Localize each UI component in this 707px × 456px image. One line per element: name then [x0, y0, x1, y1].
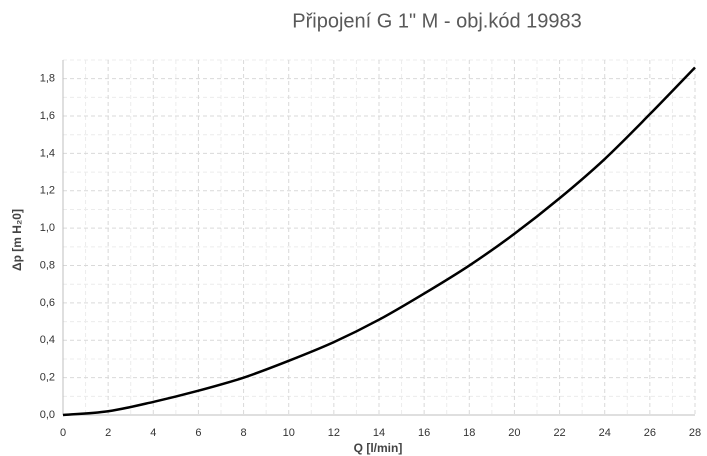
y-tick-label: 0,4	[40, 334, 55, 346]
x-tick-label: 14	[373, 427, 385, 439]
x-tick-label: 28	[689, 427, 701, 439]
y-axis-label: Δp [m H₂0]	[10, 209, 24, 271]
y-tick-label: 1,4	[40, 147, 55, 159]
x-tick-label: 20	[508, 427, 520, 439]
x-tick-label: 26	[644, 427, 656, 439]
y-tick-label: 0,8	[40, 259, 55, 271]
x-tick-label: 18	[463, 427, 475, 439]
y-tick-label: 0,6	[40, 297, 55, 309]
x-tick-label: 22	[553, 427, 565, 439]
x-tick-label: 8	[241, 427, 247, 439]
x-tick-label: 16	[418, 427, 430, 439]
x-tick-label: 4	[150, 427, 156, 439]
x-tick-label: 2	[105, 427, 111, 439]
y-tick-label: 0,2	[40, 372, 55, 384]
y-tick-label: 1,8	[40, 73, 55, 85]
chart-title: Připojení G 1" M - obj.kód 19983	[292, 10, 581, 32]
x-tick-label: 6	[195, 427, 201, 439]
x-tick-label: 0	[60, 427, 66, 439]
x-tick-label: 10	[283, 427, 295, 439]
x-tick-label: 12	[328, 427, 340, 439]
y-tick-label: 1,2	[40, 185, 55, 197]
y-tick-label: 0,0	[40, 409, 55, 421]
data-line	[62, 66, 696, 417]
x-axis-label: Q [l/min]	[354, 441, 403, 455]
x-tick-label: 24	[599, 427, 611, 439]
y-tick-label: 1,0	[40, 222, 55, 234]
y-tick-label: 1,6	[40, 110, 55, 122]
